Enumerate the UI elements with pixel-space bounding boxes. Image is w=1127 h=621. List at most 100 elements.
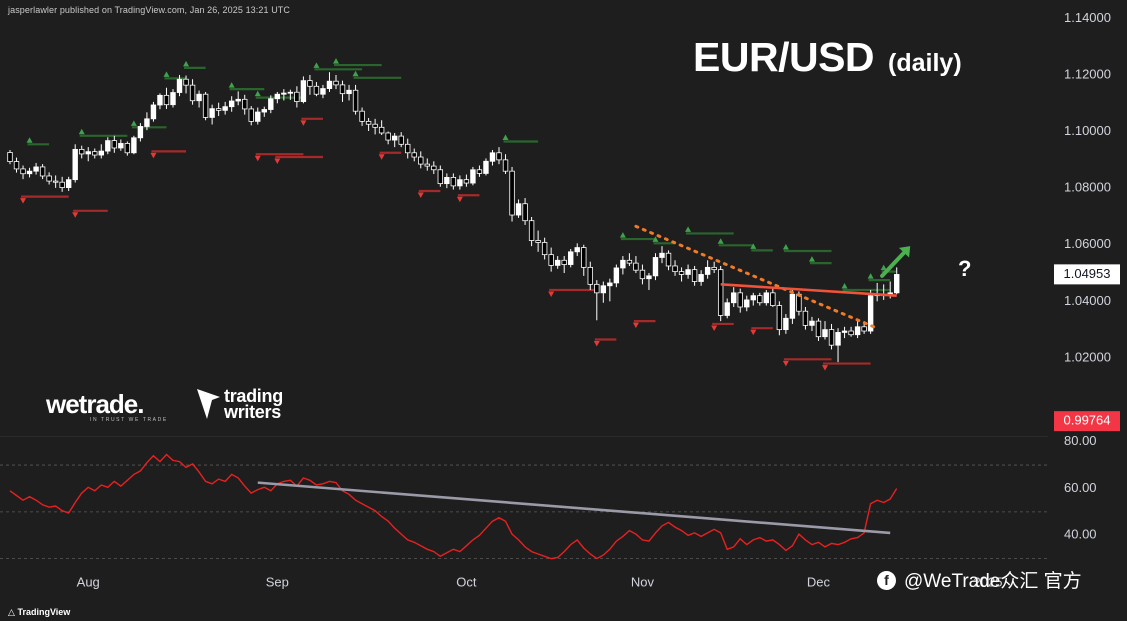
trend-arrow-head <box>898 246 911 258</box>
rsi-trend-line <box>257 481 891 535</box>
candle <box>489 149 496 166</box>
candle-body <box>235 98 241 102</box>
candle <box>391 132 398 148</box>
candle <box>659 246 665 264</box>
candle-body <box>431 165 437 171</box>
pivot-high-marker <box>867 273 874 279</box>
candle <box>874 282 880 302</box>
price-tick-label: 1.10000 <box>1064 123 1111 138</box>
candle-body <box>365 120 372 125</box>
candle <box>476 165 483 177</box>
candle-body <box>242 98 248 110</box>
candle <box>228 96 235 112</box>
candle-body <box>463 179 470 184</box>
pivot-low-marker <box>711 325 718 331</box>
candle-body <box>20 168 26 175</box>
candle <box>333 74 339 90</box>
candle <box>424 158 430 171</box>
candle-body <box>541 242 548 256</box>
candle-body <box>7 152 13 162</box>
candle-body <box>568 251 574 265</box>
candle <box>789 288 796 324</box>
candle <box>157 93 163 110</box>
title-sub: (daily) <box>888 49 962 77</box>
candle <box>313 82 320 97</box>
candle-body <box>841 330 848 333</box>
candle <box>300 76 307 104</box>
time-tick-label: 2025 <box>974 574 1003 589</box>
candle <box>52 175 59 188</box>
pivot-low-marker <box>150 152 157 159</box>
candle-body <box>704 266 711 275</box>
candle <box>561 256 567 274</box>
candle-body <box>620 259 626 269</box>
time-tick-label: Oct <box>456 574 477 589</box>
wetrade-logo-tagline: IN TRUST WE TRADE <box>90 417 168 423</box>
pivot-low-marker <box>20 198 27 204</box>
candle <box>118 139 124 151</box>
time-tick-label: Nov <box>631 574 655 589</box>
candle <box>437 165 444 187</box>
candle <box>359 107 365 126</box>
candle-body <box>13 161 20 170</box>
candle-body <box>548 254 554 266</box>
candle-body <box>639 269 646 280</box>
candle-body <box>281 92 287 95</box>
rsi-panel <box>9 453 898 560</box>
candle <box>457 175 463 190</box>
candle <box>274 91 281 104</box>
candle <box>352 84 359 115</box>
pivot-low-marker <box>72 212 79 218</box>
candle <box>633 256 639 274</box>
candle <box>39 164 46 180</box>
candle-body <box>411 152 417 158</box>
candle-body <box>294 91 300 102</box>
candle-body <box>646 275 652 280</box>
candle-body <box>691 269 698 282</box>
candle-body <box>502 159 509 172</box>
candle-body <box>894 274 900 294</box>
candle-body <box>176 78 183 93</box>
candle-body <box>163 94 170 106</box>
candle <box>880 284 887 300</box>
candle <box>815 318 822 341</box>
candle-body <box>124 143 131 154</box>
candle <box>809 316 815 332</box>
candle-body <box>763 292 770 304</box>
pivot-low-marker <box>274 158 281 165</box>
candle <box>828 323 835 350</box>
candle-body <box>46 175 52 182</box>
candle <box>509 166 515 222</box>
candle <box>398 132 404 148</box>
candle <box>483 158 489 176</box>
pivot-low-marker <box>300 120 307 126</box>
candle-body <box>398 135 404 145</box>
candle <box>287 89 294 100</box>
trend-arrow-shaft <box>880 250 907 278</box>
candle <box>209 104 215 125</box>
pivot-high-marker <box>26 137 33 143</box>
candle-body <box>352 89 359 112</box>
candle <box>744 295 750 312</box>
pivot-high-marker <box>163 71 170 77</box>
candle-body <box>848 330 854 336</box>
candle-body <box>483 160 489 174</box>
candle <box>574 243 580 257</box>
rsi-levels <box>0 464 1048 560</box>
pivot-high-marker <box>352 70 359 77</box>
pivot-high-marker <box>750 243 757 249</box>
candle-body <box>39 166 46 177</box>
candle <box>346 84 352 101</box>
last-price-label-bg <box>1054 264 1120 285</box>
candle-body <box>802 310 809 326</box>
candle-body <box>626 259 633 264</box>
pivot-high-marker <box>228 82 235 88</box>
candle-body <box>528 220 535 241</box>
candle-body <box>750 295 756 301</box>
candle-body <box>326 80 333 89</box>
candle-body <box>437 169 444 185</box>
candle-body <box>613 267 620 284</box>
candle-body <box>783 317 789 331</box>
pivot-low-marker <box>782 360 789 367</box>
